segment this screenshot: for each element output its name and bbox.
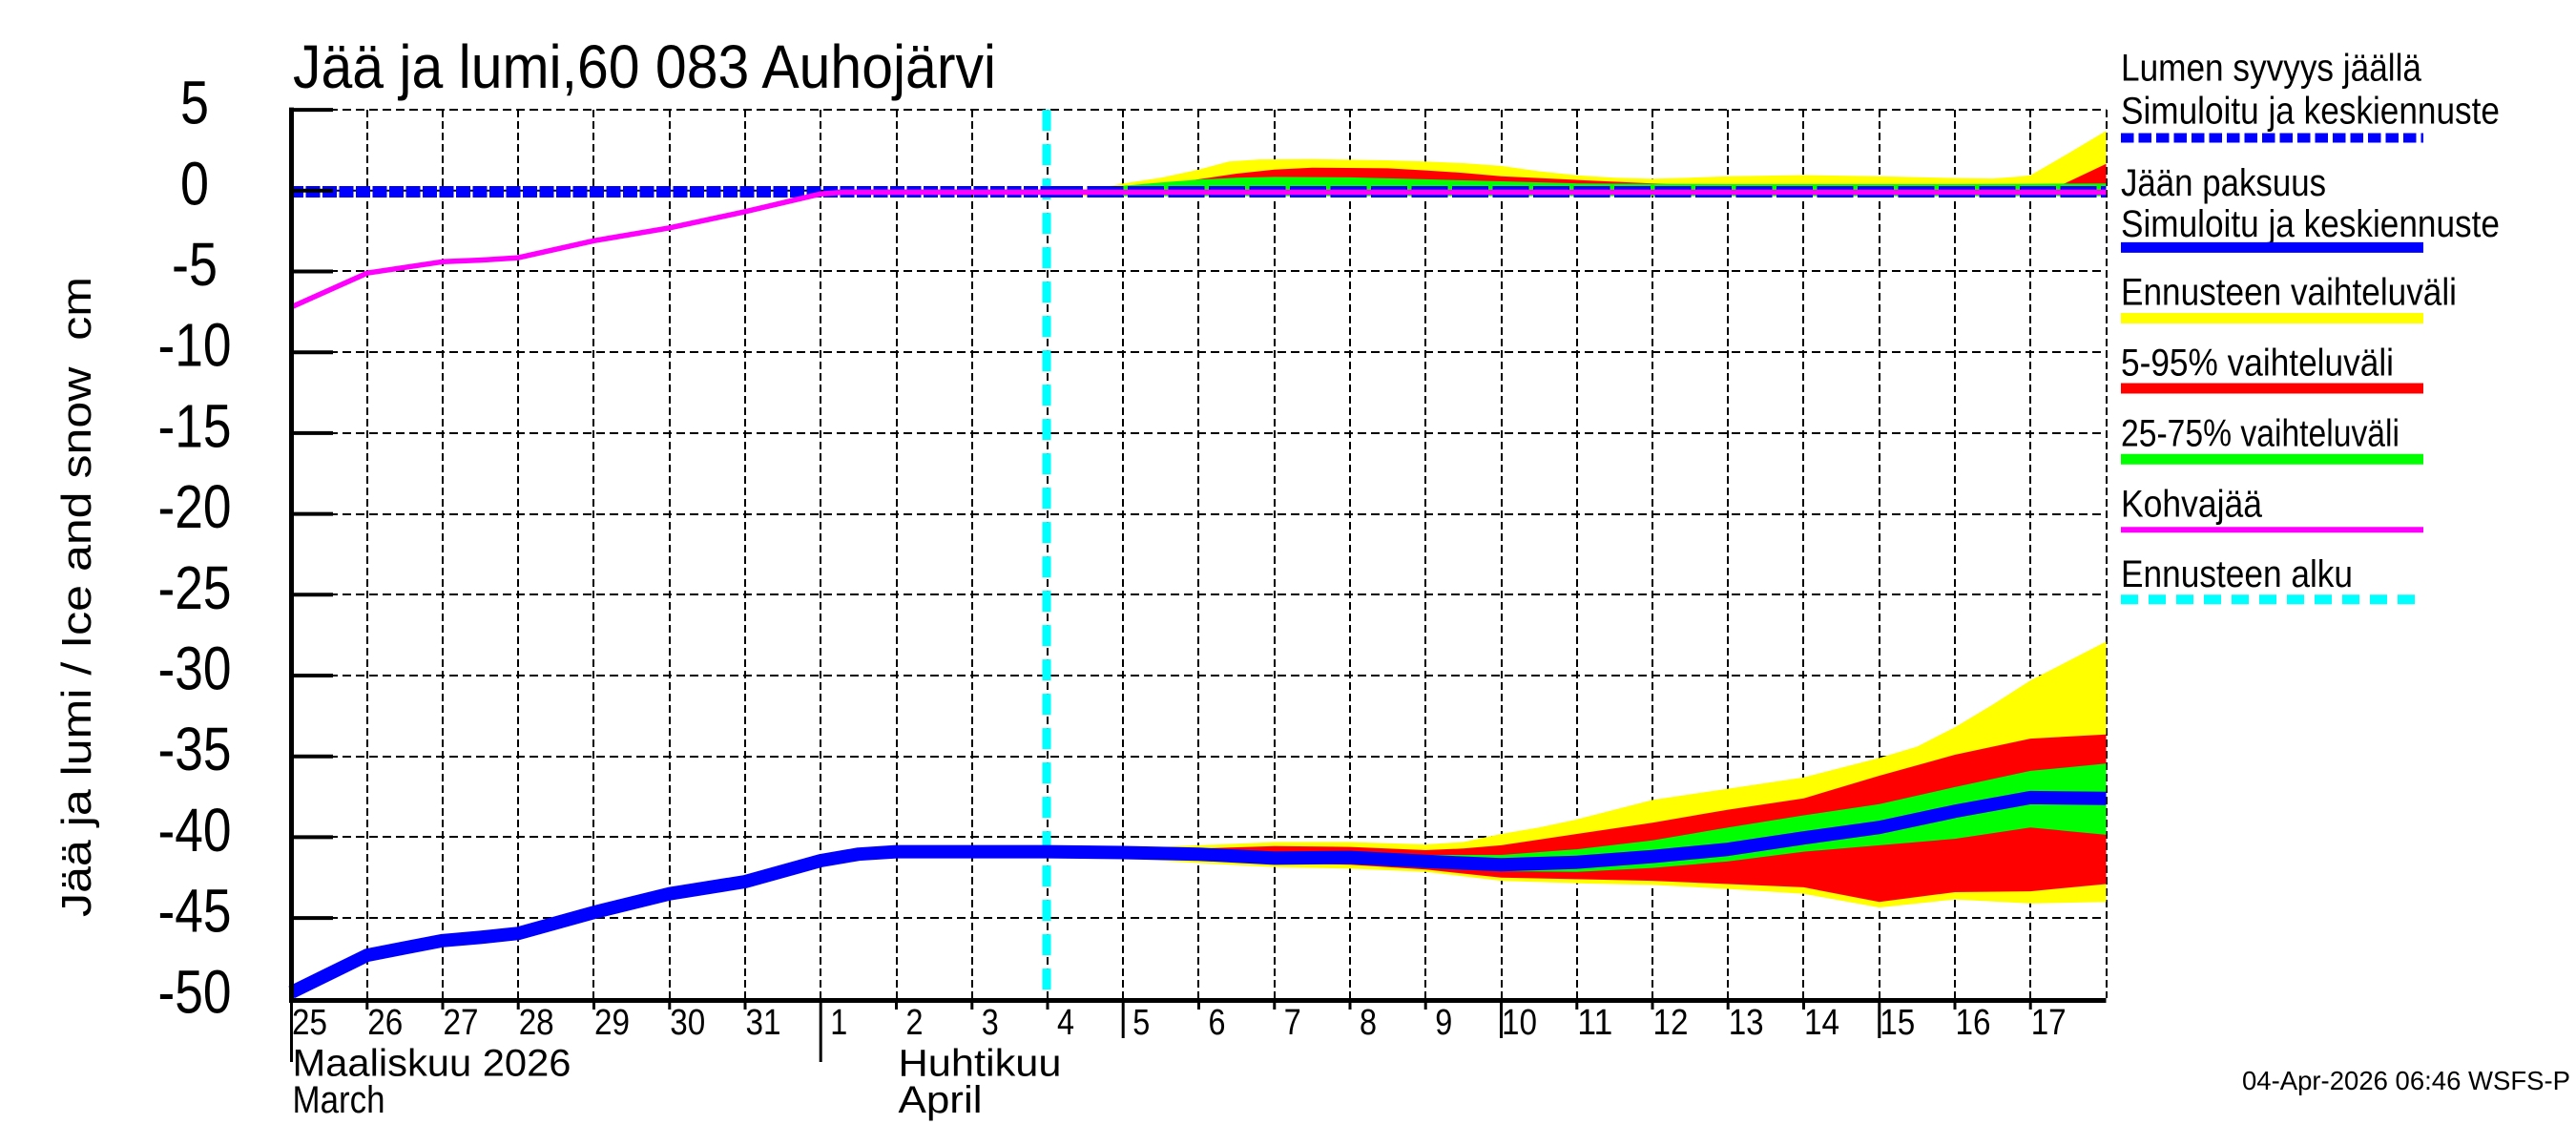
- svg-text:14: 14: [1804, 1003, 1839, 1043]
- svg-text:-30: -30: [158, 635, 232, 703]
- svg-text:1: 1: [830, 1003, 847, 1043]
- svg-text:Maaliskuu 2026: Maaliskuu 2026: [293, 1043, 571, 1085]
- svg-text:17: 17: [2031, 1003, 2067, 1043]
- svg-text:27: 27: [444, 1003, 479, 1043]
- svg-text:5-95% vaihteluväli: 5-95% vaihteluväli: [2121, 343, 2394, 385]
- svg-text:15: 15: [1880, 1003, 1915, 1043]
- svg-text:29: 29: [594, 1003, 630, 1043]
- svg-text:Kohvajää: Kohvajää: [2121, 484, 2263, 526]
- svg-text:0: 0: [180, 149, 209, 218]
- svg-text:Ennusteen alku: Ennusteen alku: [2121, 553, 2353, 595]
- svg-text:7: 7: [1284, 1003, 1301, 1043]
- svg-text:-5: -5: [172, 230, 218, 299]
- svg-text:28: 28: [519, 1003, 554, 1043]
- svg-text:25-75% vaihteluväli: 25-75% vaihteluväli: [2121, 413, 2399, 455]
- svg-text:Huhtikuu: Huhtikuu: [899, 1043, 1062, 1085]
- svg-text:5: 5: [1132, 1003, 1150, 1043]
- svg-text:Jään paksuus: Jään paksuus: [2121, 162, 2326, 204]
- svg-text:-10: -10: [158, 311, 232, 380]
- svg-text:March: March: [293, 1079, 385, 1121]
- svg-text:-50: -50: [158, 957, 232, 1026]
- svg-text:Ennusteen vaihteluväli: Ennusteen vaihteluväli: [2121, 272, 2457, 314]
- svg-text:25: 25: [292, 1003, 327, 1043]
- svg-text:6: 6: [1209, 1003, 1226, 1043]
- svg-text:30: 30: [670, 1003, 705, 1043]
- svg-text:-35: -35: [158, 715, 232, 783]
- svg-text:Jää ja lumi,60 083 Auhojärvi: Jää ja lumi,60 083 Auhojärvi: [293, 32, 996, 101]
- svg-text:10: 10: [1502, 1003, 1537, 1043]
- svg-text:-40: -40: [158, 796, 232, 864]
- svg-text:4: 4: [1057, 1003, 1074, 1043]
- svg-text:16: 16: [1956, 1003, 1991, 1043]
- svg-text:8: 8: [1360, 1003, 1377, 1043]
- svg-text:31: 31: [746, 1003, 781, 1043]
- svg-text:-45: -45: [158, 877, 232, 946]
- svg-text:3: 3: [982, 1003, 999, 1043]
- svg-text:April: April: [899, 1079, 983, 1121]
- svg-text:13: 13: [1729, 1003, 1764, 1043]
- svg-text:2: 2: [906, 1003, 924, 1043]
- svg-text:Simuloitu ja keskiennuste: Simuloitu ja keskiennuste: [2121, 90, 2500, 132]
- svg-text:Simuloitu ja keskiennuste: Simuloitu ja keskiennuste: [2121, 203, 2500, 245]
- svg-text:-15: -15: [158, 391, 232, 460]
- svg-text:5: 5: [180, 69, 209, 137]
- svg-text:-20: -20: [158, 472, 232, 541]
- svg-text:-25: -25: [158, 553, 232, 622]
- svg-text:12: 12: [1653, 1003, 1689, 1043]
- svg-text:26: 26: [367, 1003, 403, 1043]
- svg-text:Jää ja lumi / Ice and snow cm: Jää ja lumi / Ice and snow cm: [53, 277, 100, 917]
- svg-text:11: 11: [1577, 1003, 1612, 1043]
- svg-text:04-Apr-2026 06:46 WSFS-P: 04-Apr-2026 06:46 WSFS-P: [2242, 1066, 2570, 1095]
- svg-text:9: 9: [1435, 1003, 1452, 1043]
- svg-text:Lumen syvyys jäällä: Lumen syvyys jäällä: [2121, 48, 2422, 90]
